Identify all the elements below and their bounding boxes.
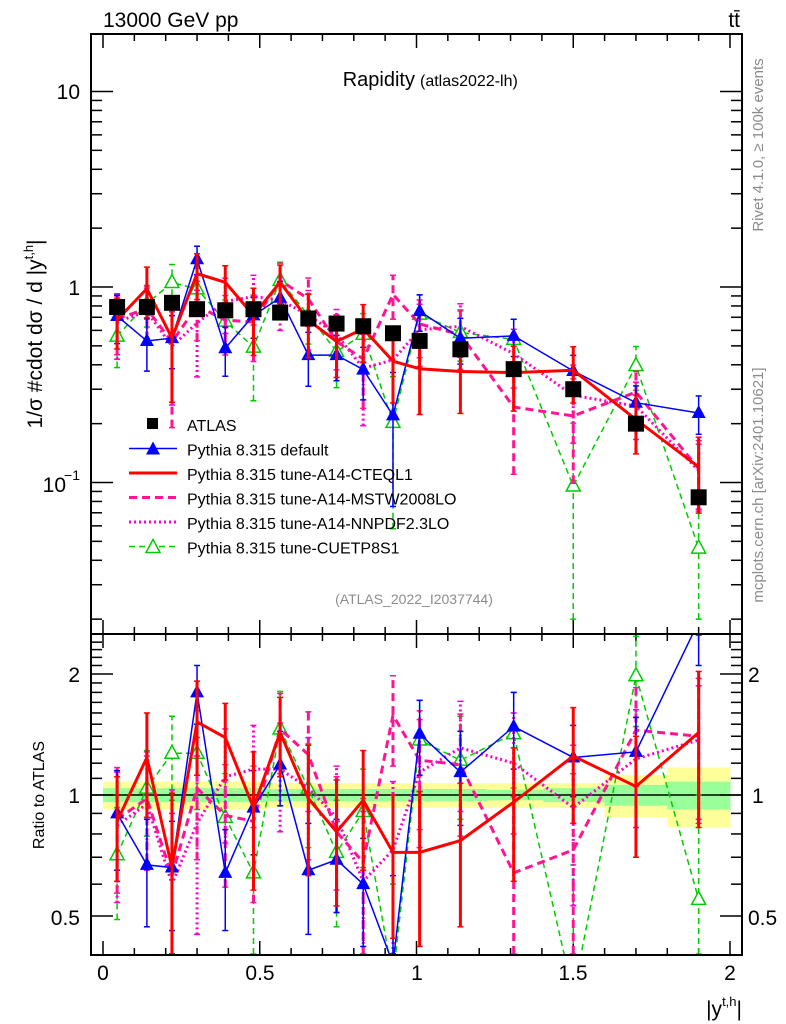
main-panel: Rapidity (atlas2022-lh) (ATLAS_2022_I203… <box>21 33 767 635</box>
ratio-series-group <box>108 634 707 955</box>
svg-text:Rivet 4.1.0, ≥ 100k events: Rivet 4.1.0, ≥ 100k events <box>750 58 767 231</box>
analysis-id: (ATLAS_2022_I2037744) <box>335 591 493 607</box>
series-marker <box>412 303 427 317</box>
series-marker <box>453 330 468 344</box>
ratio-tick-label-0.5-right: 0.5 <box>748 907 777 930</box>
legend-item: Pythia 8.315 default <box>129 441 329 460</box>
atlas-data-point <box>109 299 126 316</box>
main-series-group <box>108 245 707 620</box>
atlas-data-point <box>272 304 289 321</box>
series-marker <box>218 340 233 354</box>
legend-item: ATLAS <box>147 418 237 435</box>
series-marker <box>691 404 706 418</box>
ratio-series-line <box>115 719 700 868</box>
atlas-data-point <box>411 332 428 349</box>
main-y-label: 1/σ #cdot dσ / d |yt,h| <box>21 239 47 428</box>
legend-item: Pythia 8.315 tune-A14-NNPDF2.3LO <box>129 516 449 533</box>
series-marker <box>139 333 154 347</box>
y-tick-label-10: 10 <box>57 81 80 104</box>
main-y-label-text: 1/σ #cdot dσ / d |yt,h| <box>21 239 47 428</box>
legend-label: Pythia 8.315 default <box>187 443 329 460</box>
y-tick-label-0.1-exponent: −1 <box>64 467 80 483</box>
legend-label: Pythia 8.315 tune-CUETP8S1 <box>187 541 400 558</box>
x-tick-label-1: 1 <box>411 962 423 985</box>
series-marker <box>356 361 371 375</box>
legend-item: Pythia 8.315 tune-CUETP8S1 <box>129 537 400 558</box>
ratio-marker <box>690 889 707 906</box>
legend-marker <box>144 537 162 554</box>
atlas-data-point <box>138 299 155 316</box>
legend-marker <box>146 441 160 455</box>
legend: ATLAS Pythia 8.315 default Pythia 8.315 tu… <box>129 418 456 558</box>
atlas-data-point <box>452 341 469 358</box>
legend-item: Pythia 8.315 tune-A14-CTEQL1 <box>129 467 413 484</box>
atlas-data-point <box>217 302 234 319</box>
y-tick-label-0.1-base: 10 <box>43 474 66 497</box>
series-line <box>116 271 700 469</box>
atlas-data-point <box>565 381 582 398</box>
atlas-data-point <box>384 325 401 342</box>
atlas-data-point <box>245 301 262 318</box>
mcplots-label: mcplots.cern.ch [arXiv:2401.10621] <box>750 367 767 602</box>
ratio-marker <box>139 856 154 870</box>
series-marker <box>506 327 521 341</box>
plot-title: Rapidity <box>343 69 415 91</box>
legend-label: Pythia 8.315 tune-A14-CTEQL1 <box>187 467 413 484</box>
x-tick-label-1.5: 1.5 <box>558 962 587 985</box>
ratio-marker <box>163 743 181 760</box>
x-tick-label-0: 0 <box>97 962 109 985</box>
atlas-data-point <box>690 489 707 506</box>
atlas-data-point <box>355 318 372 335</box>
legend-marker <box>147 418 158 429</box>
ratio-marker <box>356 876 371 890</box>
series-marker <box>690 538 707 554</box>
atlas-data-point <box>627 415 644 432</box>
legend-label: Pythia 8.315 tune-A14-MSTW2008LO <box>187 492 456 509</box>
ratio-marker <box>218 864 233 878</box>
svg-text:Ratio to ATLAS: Ratio to ATLAS <box>31 741 48 849</box>
main-axis-ticks <box>91 34 742 634</box>
x-axis-label: |yt,h| <box>706 994 742 1021</box>
series-marker <box>627 356 645 372</box>
x-tick-labels: 0 0.5 1 1.5 2 <box>97 962 736 985</box>
ratio-panel: 2 1 0.5 2 1 0.5 Ratio to ATLAS <box>31 633 777 956</box>
ratio-marker <box>453 764 468 778</box>
atlas-data-point <box>189 301 206 318</box>
ratio-y-label: Ratio to ATLAS <box>31 741 48 849</box>
legend-label: Pythia 8.315 tune-A14-NNPDF2.3LO <box>187 516 449 533</box>
atlas-data-point <box>505 361 522 378</box>
ratio-tick-label-2-right: 2 <box>748 664 760 687</box>
ratio-tick-label-2-left: 2 <box>68 664 80 687</box>
series-marker <box>385 407 400 421</box>
ratio-series-pythia-8-315-tune-a14-cteql1 <box>114 670 702 955</box>
y-tick-label-1: 1 <box>68 277 80 300</box>
atlas-data-point <box>300 310 317 327</box>
ratio-tick-label-0.5-left: 0.5 <box>51 907 80 930</box>
atlas-data-point <box>163 294 180 311</box>
ratio-frame-outline <box>90 633 743 956</box>
ratio-tick-label-1-right: 1 <box>752 785 764 808</box>
x-tick-label-0.5: 0.5 <box>245 962 274 985</box>
atlas-data-point <box>328 315 345 332</box>
ratio-marker <box>627 666 645 682</box>
svg-text:mcplots.cern.ch [arXiv:2401.10: mcplots.cern.ch [arXiv:2401.10621] <box>750 367 767 602</box>
ratio-marker <box>506 718 521 732</box>
series-marker <box>564 476 582 492</box>
x-tick-label-2: 2 <box>724 962 736 985</box>
series-atlas <box>109 294 707 506</box>
plot-subtitle: (atlas2022-lh) <box>420 73 518 90</box>
rivet-version-label: Rivet 4.1.0, ≥ 100k events <box>750 58 767 231</box>
ratio-tick-label-1-left: 1 <box>68 785 80 808</box>
ratio-marker <box>412 725 427 739</box>
legend-item: Pythia 8.315 tune-A14-MSTW2008LO <box>129 492 456 509</box>
process-label: tt̄ <box>728 9 740 32</box>
energy-label: 13000 GeV pp <box>103 9 238 32</box>
legend-label: ATLAS <box>187 418 237 435</box>
series-marker <box>163 272 181 289</box>
